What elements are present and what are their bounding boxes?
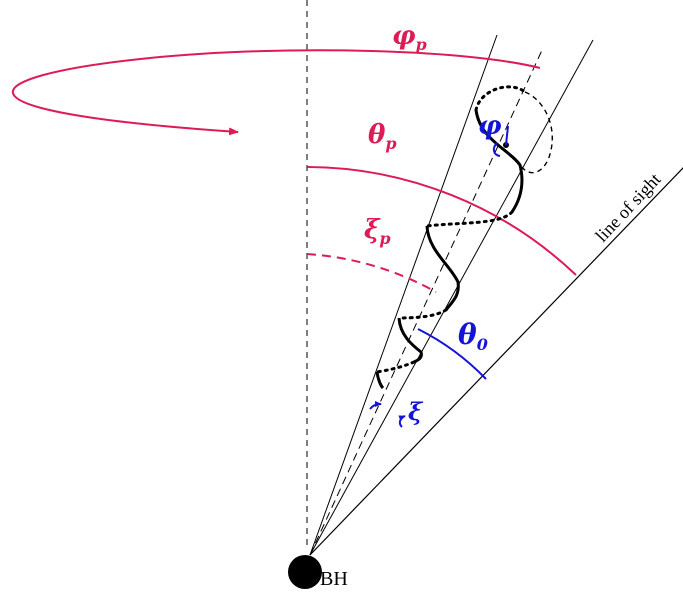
label-bh: BH bbox=[320, 568, 348, 590]
label-phi: φ bbox=[478, 111, 502, 141]
cone-axis bbox=[309, 47, 544, 556]
cone-right-edge bbox=[309, 39, 594, 556]
helix-back bbox=[375, 85, 527, 374]
label-phi-p: φp bbox=[392, 21, 427, 54]
xi-arrow-left bbox=[369, 401, 382, 410]
helix-front bbox=[375, 109, 524, 390]
label-xi-p: ξp bbox=[364, 215, 391, 248]
label-theta-p: θp bbox=[368, 120, 397, 153]
phi-angle-marker bbox=[492, 125, 509, 157]
line-of-sight bbox=[309, 167, 683, 556]
label-line-of-sight: line of sight bbox=[591, 169, 664, 246]
theta-0-arc bbox=[417, 328, 487, 380]
xi-arrow-right bbox=[398, 415, 406, 428]
xi-p-arc bbox=[306, 253, 437, 293]
label-xi: ξ bbox=[408, 397, 424, 426]
black-hole bbox=[288, 555, 322, 589]
theta-p-arc bbox=[306, 166, 577, 276]
cross-section-ellipse bbox=[519, 91, 553, 174]
phi-p-rotation-arrow bbox=[11, 49, 541, 136]
label-theta-0: θ0 bbox=[458, 318, 488, 354]
cone-left-edge bbox=[309, 34, 498, 556]
